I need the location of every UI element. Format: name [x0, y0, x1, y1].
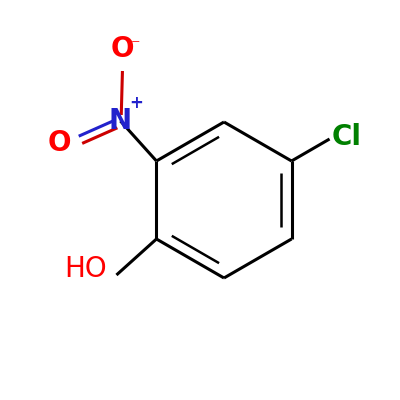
- Text: HO: HO: [64, 255, 106, 283]
- Text: ⁻: ⁻: [131, 37, 141, 55]
- Text: N: N: [109, 107, 132, 135]
- Text: +: +: [129, 94, 143, 112]
- Text: O: O: [48, 129, 71, 157]
- Text: Cl: Cl: [332, 123, 362, 151]
- Text: O: O: [111, 35, 134, 63]
